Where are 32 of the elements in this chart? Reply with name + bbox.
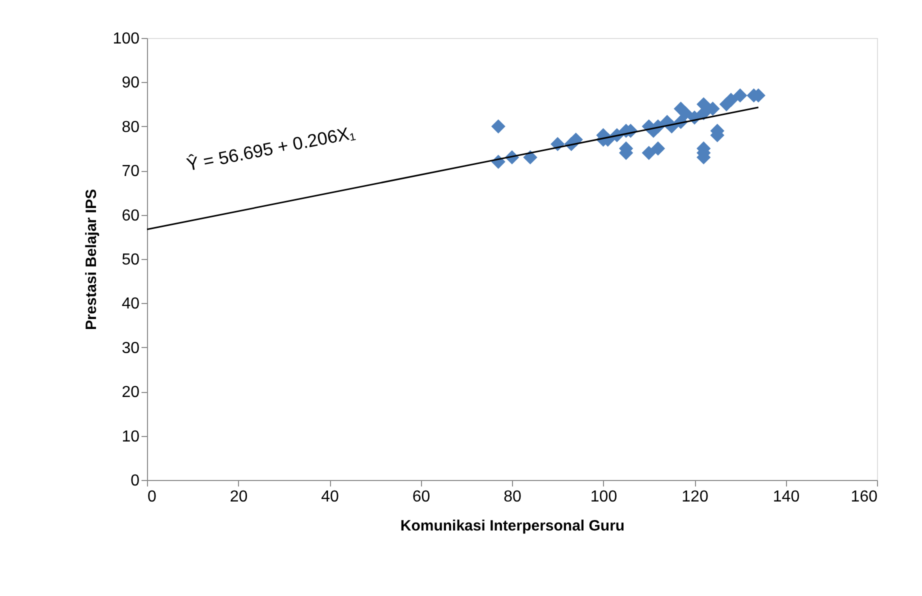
y-tick-label: 50 [122, 252, 140, 268]
point [678, 106, 692, 120]
x-tick-label: 140 [772, 488, 800, 506]
point [650, 141, 666, 156]
x-tick-label: 80 [504, 488, 522, 506]
y-tick-label: 70 [122, 163, 140, 180]
point [568, 132, 583, 147]
x-tick-label: 100 [590, 488, 618, 506]
x-tick-label: 60 [412, 488, 430, 506]
x-tick-label: 120 [682, 488, 708, 506]
x-tick-label: 40 [321, 488, 339, 506]
point [491, 119, 506, 134]
point [642, 146, 656, 160]
y-tick-label: 20 [122, 384, 140, 402]
y-tick-label: 30 [122, 340, 140, 357]
y-tick-label: 10 [122, 428, 140, 446]
y-axis-title: Prestasi Belajar IPS [82, 189, 100, 330]
point [733, 88, 748, 103]
y-tick-label: 90 [122, 74, 140, 92]
annotation: Ŷ = 56.695 + 0.206X₁ [184, 122, 357, 175]
y-tick-label: 60 [122, 207, 140, 224]
x-tick-label: 160 [850, 488, 878, 506]
point [523, 150, 538, 164]
point [706, 102, 720, 116]
x-axis-title: Komunikasi Interpersonal Guru [400, 518, 625, 534]
y-tick-label: 40 [122, 296, 140, 313]
point [724, 92, 738, 107]
y-tick-label: 100 [112, 30, 140, 48]
x-tick-label: 20 [230, 488, 248, 506]
y-tick-label: 80 [122, 118, 140, 136]
x-tick-label: 0 [148, 488, 156, 506]
y-tick-label: 0 [130, 472, 140, 490]
